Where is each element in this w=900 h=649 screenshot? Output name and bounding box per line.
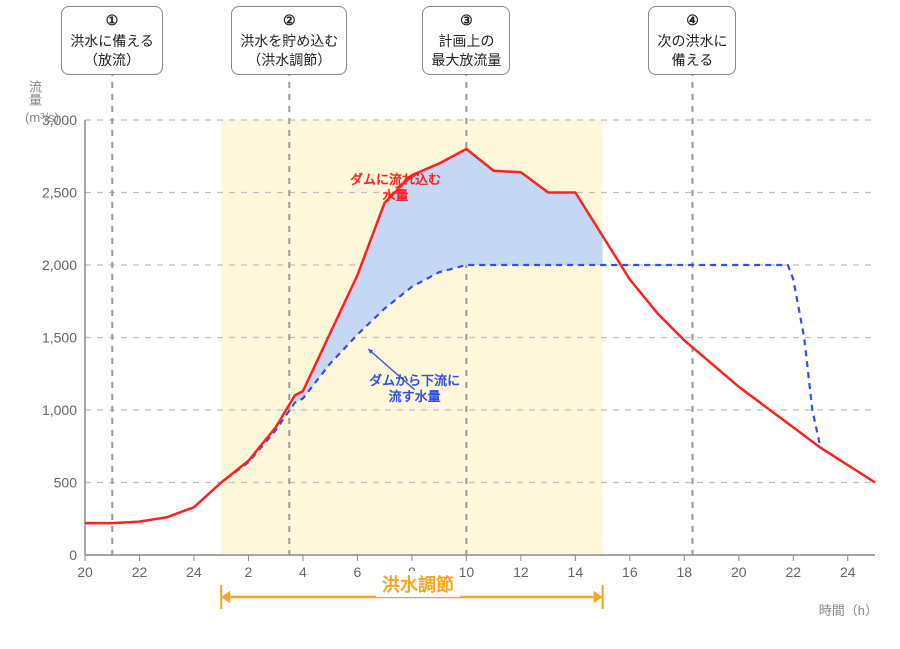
phase-callout-number: ③: [431, 11, 501, 30]
svg-text:2: 2: [245, 564, 253, 580]
phase-callout-text: 計画上の 最大放流量: [431, 33, 501, 68]
svg-text:22: 22: [132, 564, 148, 580]
svg-text:24: 24: [186, 564, 202, 580]
svg-text:20: 20: [77, 564, 93, 580]
phase-callout-4: ④ 次の洪水に 備える: [648, 6, 736, 75]
dam-hydrograph-chart: 05001,0001,5002,0002,5003,00020222424681…: [0, 0, 900, 649]
chart-svg: 05001,0001,5002,0002,5003,00020222424681…: [0, 0, 900, 649]
svg-text:10: 10: [459, 564, 475, 580]
phase-callout-text: 洪水を貯め込む （洪水調節）: [240, 33, 338, 68]
inflow-series-label: ダムに流れ込む 水量: [350, 172, 441, 205]
svg-text:6: 6: [354, 564, 362, 580]
phase-callout-1: ① 洪水に備える （放流）: [61, 6, 163, 75]
phase-callout-3: ③ 計画上の 最大放流量: [422, 6, 510, 75]
svg-text:500: 500: [54, 475, 78, 491]
svg-text:2,000: 2,000: [42, 257, 77, 273]
phase-callout-number: ④: [657, 11, 727, 30]
y-axis-unit: (m³/s): [25, 110, 59, 125]
svg-text:24: 24: [840, 564, 856, 580]
svg-text:22: 22: [785, 564, 801, 580]
y-axis-title: 流量: [25, 80, 44, 106]
svg-text:2,500: 2,500: [42, 185, 77, 201]
svg-text:16: 16: [622, 564, 638, 580]
svg-text:12: 12: [513, 564, 529, 580]
svg-text:4: 4: [299, 564, 307, 580]
svg-text:1,500: 1,500: [42, 330, 77, 346]
phase-callout-2: ② 洪水を貯め込む （洪水調節）: [231, 6, 347, 75]
phase-callout-number: ①: [70, 11, 154, 30]
flood-control-range-label: 洪水調節: [376, 571, 460, 597]
phase-callout-text: 次の洪水に 備える: [657, 33, 727, 68]
svg-text:1,000: 1,000: [42, 402, 77, 418]
svg-text:18: 18: [677, 564, 693, 580]
svg-text:14: 14: [568, 564, 584, 580]
phase-callout-number: ②: [240, 11, 338, 30]
x-axis-title: 時間（h）: [819, 600, 878, 619]
svg-text:0: 0: [69, 547, 77, 563]
svg-text:20: 20: [731, 564, 747, 580]
outflow-series-label: ダムから下流に 流す水量: [369, 373, 460, 406]
phase-callout-text: 洪水に備える （放流）: [70, 33, 154, 68]
